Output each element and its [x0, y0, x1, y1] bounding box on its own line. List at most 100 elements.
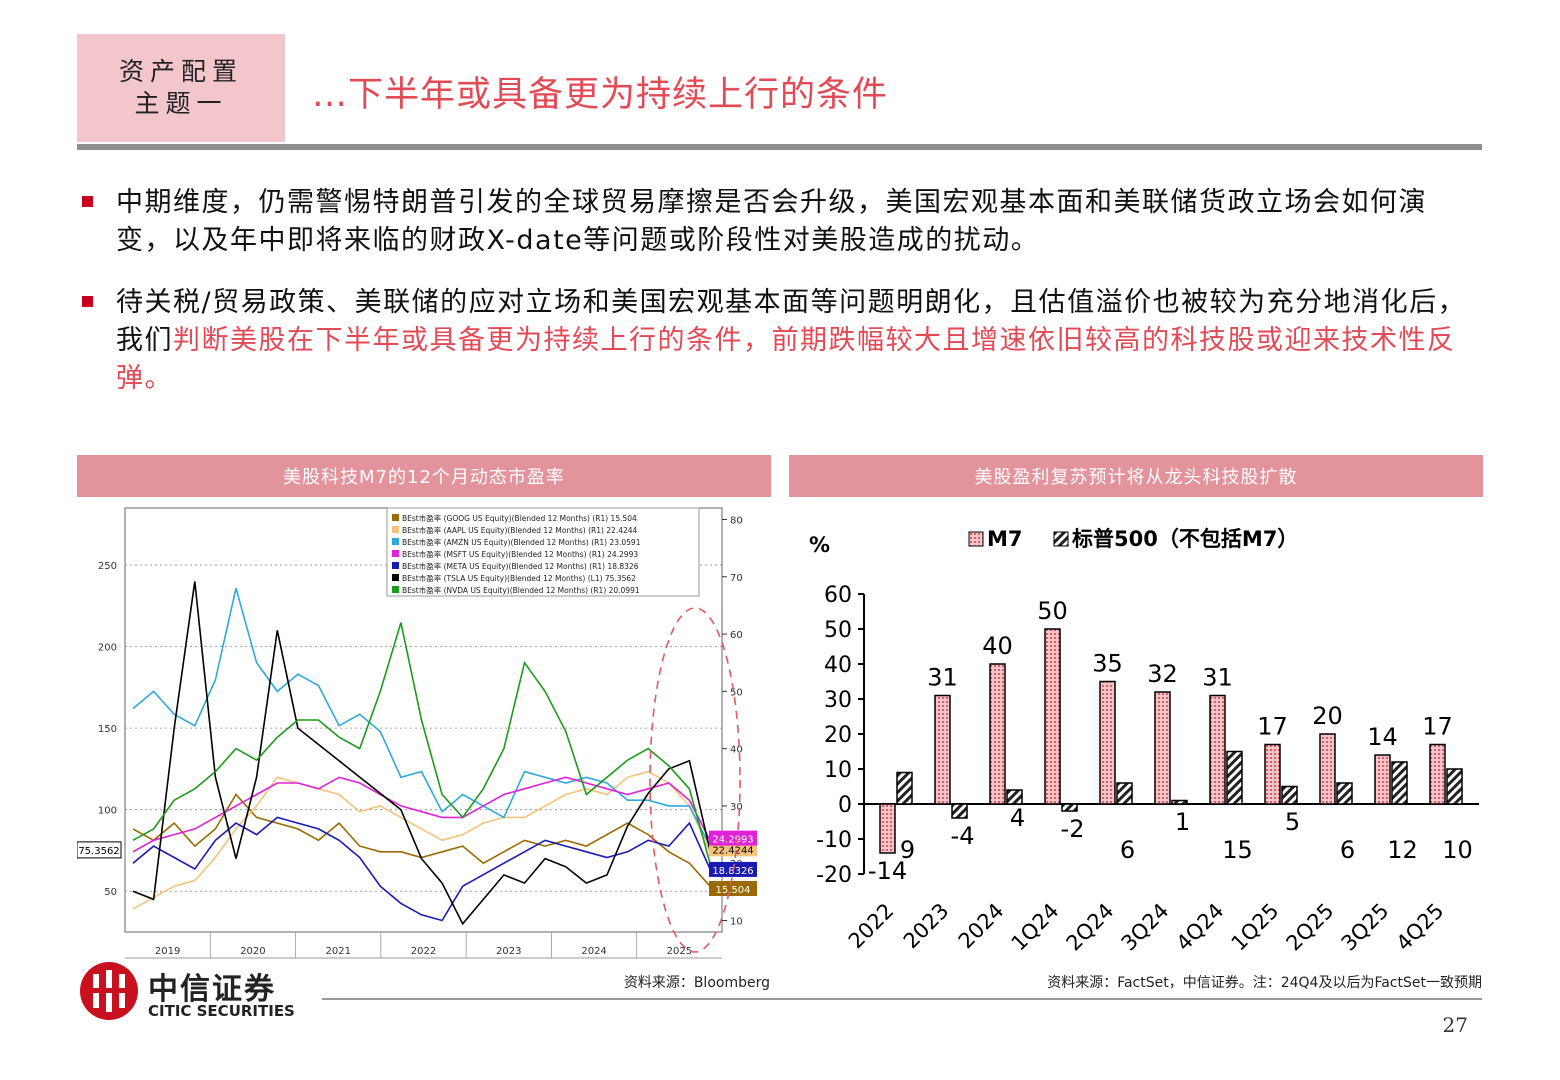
m7-data-label: 14: [1367, 723, 1398, 751]
series-line: [132, 581, 711, 926]
y-tick-label: -20: [816, 863, 852, 888]
m7-bar: [1429, 743, 1446, 805]
legend-entry: BEst市盈率 (NVDA US Equity)(Blended 12 Mont…: [402, 585, 640, 595]
x-tick-label: 2024: [954, 899, 1009, 954]
m7-bar: [1264, 743, 1281, 805]
x-tick-label: 2020: [240, 946, 265, 957]
legend-entry: BEst市盈率 (TSLA US Equity)(Blended 12 Mont…: [402, 573, 636, 583]
last-value-label: 22.4244: [712, 845, 753, 856]
m7-data-label: 35: [1092, 650, 1123, 678]
legend-entry: BEst市盈率 (AAPL US Equity)(Blended 12 Mont…: [402, 525, 638, 535]
tsla-last-label: 75.3562: [78, 846, 119, 857]
x-tick-label: 2022: [844, 899, 899, 954]
sp500-ex-m7-bar: [1336, 782, 1353, 805]
bullet-square-icon: [82, 196, 93, 207]
x-tick-label: 1Q24: [1007, 899, 1064, 956]
sp500-ex-m7-bar: [1006, 789, 1023, 805]
logo-cn: 中信证券: [148, 972, 276, 1007]
last-value-label: 24.2993: [712, 835, 753, 846]
y-tick-label: 30: [824, 688, 852, 713]
legend-entry: BEst市盈率 (MSFT US Equity)(Blended 12 Mont…: [402, 549, 638, 559]
m7-data-label: -14: [868, 857, 907, 885]
last-value-tag: [709, 830, 757, 846]
last-value-label: 15.504: [716, 885, 751, 896]
left-tick-label: 150: [98, 724, 117, 735]
legend-swatch: [968, 531, 984, 547]
legend-swatch: [392, 550, 399, 557]
right-tick-label: 30: [730, 802, 743, 813]
y-tick-label: 0: [838, 793, 852, 818]
tsla-last-box: [77, 841, 122, 859]
bullet-1: 中期维度，仍需警惕特朗普引发的全球贸易摩擦是否会升级，美国宏观基本面和美联储货政…: [82, 184, 1472, 260]
right-tick-label: 60: [730, 630, 743, 641]
footer-divider: [322, 998, 1482, 1000]
m7-data-label: 32: [1147, 660, 1178, 688]
x-tick-label: 2025: [667, 946, 692, 957]
bullet-2-plain: 待关税/贸易政策、美联储的应对立场和美国宏观基本面等问题明朗化，且估值溢价也被较…: [116, 287, 1467, 356]
sp500-data-label: 9: [900, 836, 915, 864]
m7-data-label: 50: [1037, 597, 1068, 625]
y-tick-label: 40: [824, 653, 852, 678]
series-line: [132, 776, 711, 853]
m7-data-label: 31: [1202, 664, 1233, 692]
sp500-data-label: 12: [1387, 836, 1418, 864]
m7-bar: [989, 663, 1006, 805]
section-tag: 资产配置 主题一: [77, 34, 285, 142]
citic-logo: 中信证券 CITIC SECURITIES: [78, 960, 328, 1028]
bullet-2-text: 待关税/贸易政策、美联储的应对立场和美国宏观基本面等问题明朗化，且估值溢价也被较…: [116, 284, 1472, 398]
citic-emblem-icon: [80, 962, 138, 1020]
m7-data-label: 20: [1312, 702, 1343, 730]
highlight-ellipse: [649, 607, 741, 953]
m7-bar: [1044, 628, 1061, 805]
earnings-bar-chart: % M7 标普500（不包括M7） -20 -10 0 10 20 30 40 50 60 -149 20…: [809, 527, 1479, 956]
x-tick-label: 2019: [155, 946, 180, 957]
last-value-tag: [709, 881, 757, 897]
x-tick-label: 4Q24: [1172, 899, 1229, 956]
m7-bar: [879, 803, 896, 854]
y-tick-label: 60: [824, 583, 852, 608]
section-tag-line1: 资产配置: [118, 57, 243, 86]
m7-bar: [1209, 694, 1226, 805]
m7-data-label: 31: [927, 664, 958, 692]
x-tick-label: 2023: [899, 899, 954, 954]
left-tick-label: 100: [98, 806, 117, 817]
sp500-data-label: 4: [1010, 804, 1025, 832]
legend-swatch: [392, 514, 399, 521]
sp500-data-label: 15: [1222, 836, 1253, 864]
legend-entry: BEst市盈率 (AMZN US Equity)(Blended 12 Mont…: [402, 537, 641, 547]
pe-line-chart: 5010015020025010203040506070802019202020…: [77, 500, 771, 962]
x-tick-label: 3Q25: [1337, 899, 1394, 956]
sp500-data-label: -2: [1061, 815, 1085, 843]
sp500-ex-m7-bar: [1391, 761, 1408, 805]
sp500-ex-m7-bar: [1226, 750, 1243, 805]
sp500-data-label: 5: [1285, 808, 1300, 836]
legend-swatch: [1053, 531, 1069, 547]
m7-bar: [1154, 691, 1171, 805]
y-unit-label: %: [809, 533, 830, 557]
y-tick-label: 10: [824, 758, 852, 783]
m7-bar: [1374, 754, 1391, 805]
right-tick-label: 50: [730, 687, 743, 698]
sp500-ex-m7-bar: [1281, 785, 1298, 805]
left-chart-header: 美股科技M7的12个月动态市盈率: [77, 455, 771, 497]
right-tick-label: 70: [730, 573, 743, 584]
x-tick-label: 2023: [496, 946, 521, 957]
sp500-ex-m7-bar: [1061, 803, 1078, 812]
sp500-data-label: -4: [951, 822, 975, 850]
legend-swatch: [392, 526, 399, 533]
sp500-ex-m7-bar: [1116, 782, 1133, 805]
sp500-data-label: 6: [1120, 836, 1135, 864]
series-line: [132, 622, 711, 864]
logo-en: CITIC SECURITIES: [148, 1002, 295, 1020]
legend-entry: BEst市盈率 (GOOG US Equity)(Blended 12 Mont…: [402, 513, 637, 523]
sp500-data-label: 1: [1175, 808, 1190, 836]
bullet-2: 待关税/贸易政策、美联储的应对立场和美国宏观基本面等问题明朗化，且估值溢价也被较…: [82, 284, 1472, 398]
x-tick-label: 2Q24: [1062, 899, 1119, 956]
sp500-data-label: 6: [1340, 836, 1355, 864]
legend-swatch: [392, 562, 399, 569]
bullet-2-highlight: 判断美股在下半年或具备更为持续上行的条件，前期跌幅较大且增速依旧较高的科技股或迎…: [116, 325, 1456, 394]
bullet-square-icon: [82, 296, 93, 307]
right-tick-label: 80: [730, 515, 743, 526]
m7-data-label: 40: [982, 632, 1013, 660]
right-chart-source: 资料来源：FactSet，中信证券。注：24Q4及以后为FactSet一致预期: [1047, 975, 1482, 991]
